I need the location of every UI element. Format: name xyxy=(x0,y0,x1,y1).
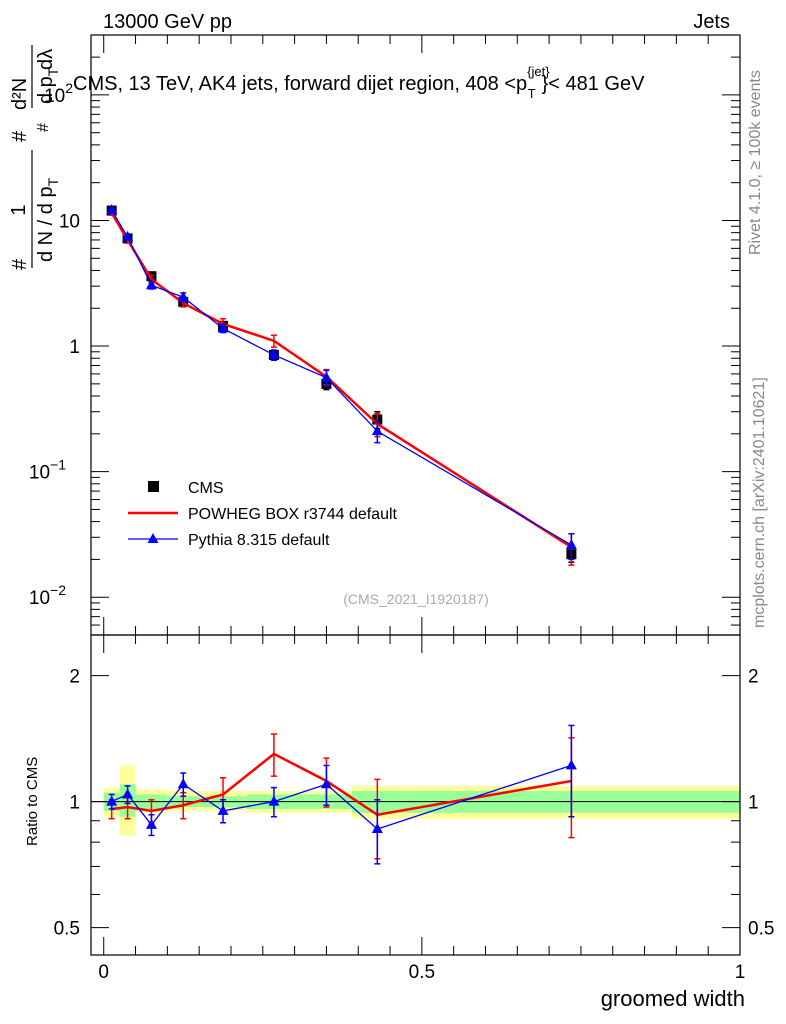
ratio-series-pythia-8-315-default xyxy=(106,724,577,865)
main-ytick-label: 10−2 xyxy=(29,582,66,609)
ratio-point-triangle xyxy=(268,795,280,806)
legend-label: POWHEG BOX r3744 default xyxy=(188,506,398,523)
ratio-ytick-label: 0.5 xyxy=(54,919,80,940)
data-point-triangle xyxy=(145,279,157,290)
ratio-point-triangle xyxy=(371,822,383,833)
plot-title-sub: T xyxy=(528,86,536,101)
ylabel-hash-2: # xyxy=(9,130,31,142)
ylabel-frac-den-sub: T xyxy=(45,177,61,186)
main-series xyxy=(106,204,577,566)
plot-title-tail: }< 481 GeV xyxy=(542,73,646,95)
ratio-ytick-label: 2 xyxy=(69,667,80,688)
data-point-triangle xyxy=(122,230,134,241)
main-ytick-label: 1 xyxy=(69,337,80,358)
legend-item: Pythia 8.315 default xyxy=(128,532,330,549)
ratio-ytick-label-right: 1 xyxy=(748,793,759,814)
ratio-axes: 0.5 0.5 1 1 2 2 0 0.5 1 xyxy=(54,635,774,983)
legend-item: CMS xyxy=(148,480,224,497)
main-ylabel: # 1 d N / d pT # d²N d pT dλ # xyxy=(8,45,61,270)
legend-marker-square xyxy=(148,481,159,492)
legend-label: CMS xyxy=(188,480,224,497)
plot-title-main: CMS, 13 TeV, AK4 jets, forward dijet reg… xyxy=(73,73,527,95)
ratio-point-triangle xyxy=(122,788,134,799)
main-ytick-label: 102 xyxy=(44,80,73,107)
plot-title: CMS, 13 TeV, AK4 jets, forward dijet reg… xyxy=(73,64,645,101)
ylabel-dpt-sub: T xyxy=(45,67,61,76)
ylabel-d2n: d²N xyxy=(9,78,31,110)
ratio-point-triangle xyxy=(106,795,118,806)
ylabel-dpt-text: d p xyxy=(35,76,57,104)
ratio-point-triangle xyxy=(320,778,332,789)
ylabel-frac-num: 1 xyxy=(8,204,30,215)
ylabel-frac-den: d N / d pT xyxy=(35,177,61,262)
rivet-label: Rivet 4.1.0, ≥ 100k events xyxy=(747,70,764,255)
ratio-point-triangle xyxy=(145,818,157,829)
ratio-xtick-label: 0.5 xyxy=(409,962,435,983)
ylabel-frac-den-text: d N / d p xyxy=(35,186,57,262)
ratio-ylabel: Ratio to CMS xyxy=(24,757,41,846)
mcplots-label: mcplots.cern.ch [arXiv:2401.10621] xyxy=(751,377,768,628)
ylabel-dlambda: dλ xyxy=(35,49,57,70)
ratio-series xyxy=(106,724,577,865)
ratio-point-triangle xyxy=(177,778,189,789)
series-line xyxy=(111,209,572,546)
series-pythia-8-315-default xyxy=(106,204,577,561)
legend-item: POWHEG BOX r3744 default xyxy=(128,506,398,523)
ratio-point-triangle xyxy=(565,759,577,770)
data-point-triangle xyxy=(177,291,189,302)
ratio-ytick-label-right: 0.5 xyxy=(748,919,774,940)
ratio-point-triangle xyxy=(217,804,229,815)
data-point-triangle xyxy=(320,371,332,382)
ylabel-dpt: d pT xyxy=(35,67,61,104)
legend-marker-triangle xyxy=(147,533,159,543)
ratio-ytick-label-right: 2 xyxy=(748,667,759,688)
legend: CMS POWHEG BOX r3744 default Pythia 8.315 … xyxy=(128,480,398,549)
main-ytick-label: 10 xyxy=(59,211,80,232)
main-ytick-label: 10−1 xyxy=(29,457,66,484)
ratio-frame xyxy=(90,634,741,956)
ylabel-hash-1: # xyxy=(9,258,31,270)
data-point-triangle xyxy=(565,539,577,550)
data-point-triangle xyxy=(217,322,229,333)
ylabel-hash-3: # xyxy=(35,123,52,132)
legend-label: Pythia 8.315 default xyxy=(188,532,330,549)
series-line xyxy=(110,212,573,549)
category-label: Jets xyxy=(693,11,730,33)
analysis-id: (CMS_2021_I1920187) xyxy=(343,591,489,607)
data-point-triangle xyxy=(106,204,118,215)
ratio-xtick-label: 1 xyxy=(735,962,746,983)
energy-label: 13000 GeV pp xyxy=(103,11,232,33)
ratio-xtick-label: 0 xyxy=(98,962,109,983)
main-axes: 10−2 10−1 1 10 102 xyxy=(29,34,741,636)
data-point-triangle xyxy=(268,348,280,359)
data-point-triangle xyxy=(371,425,383,436)
ratio-ytick-label: 1 xyxy=(69,793,80,814)
x-axis-label: groomed width xyxy=(601,986,745,1011)
plot-title-sup: {jet} xyxy=(527,64,550,79)
